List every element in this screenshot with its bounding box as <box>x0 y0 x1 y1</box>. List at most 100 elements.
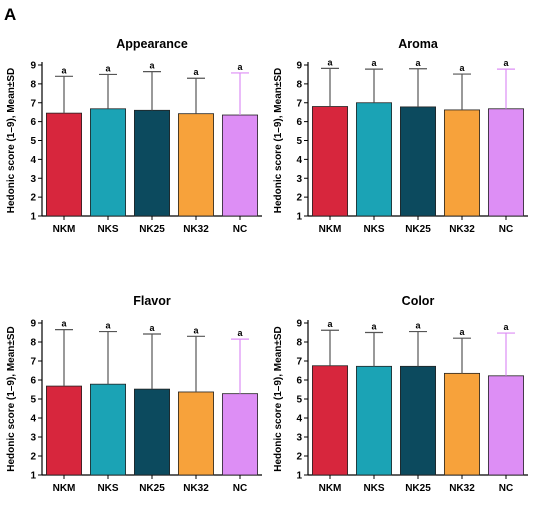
y-tick-label: 7 <box>30 98 36 109</box>
bar-nkm <box>46 385 83 476</box>
x-tick-label: NKM <box>319 224 342 235</box>
y-tick-label: 5 <box>296 395 302 406</box>
bar-nk25 <box>399 106 436 217</box>
y-tick-label: 5 <box>296 136 302 147</box>
x-tick-label: NK32 <box>449 483 475 494</box>
significance-label: a <box>327 319 333 329</box>
x-tick-label: NKS <box>363 224 384 235</box>
x-tick-label: NK25 <box>405 483 431 494</box>
x-tick-label: NK32 <box>183 224 209 235</box>
significance-label: a <box>61 65 67 75</box>
chart-title: Flavor <box>133 294 171 308</box>
x-tick-label: NK25 <box>139 224 165 235</box>
significance-label: a <box>237 328 243 338</box>
significance-label: a <box>149 61 155 71</box>
significance-label: a <box>415 321 421 331</box>
x-tick-label: NK32 <box>449 224 475 235</box>
y-tick-label: 6 <box>296 376 302 387</box>
y-tick-label: 1 <box>296 212 302 223</box>
significance-label: a <box>61 319 67 329</box>
x-tick-label: NC <box>499 224 513 235</box>
x-tick-label: NKM <box>53 483 76 494</box>
y-tick-label: 2 <box>30 452 36 463</box>
bar-nk25 <box>133 109 170 217</box>
significance-label: a <box>149 323 155 333</box>
y-tick-label: 1 <box>30 471 36 482</box>
x-tick-label: NC <box>233 224 247 235</box>
bar-nc <box>487 108 524 217</box>
bar-nks <box>355 102 392 217</box>
significance-label: a <box>327 57 333 67</box>
y-axis-label: Hedonic score (1–9), Mean±SD <box>273 68 284 214</box>
significance-label: a <box>371 58 377 68</box>
bar-nks <box>90 108 127 217</box>
y-tick-label: 3 <box>30 433 36 444</box>
y-tick-label: 5 <box>30 136 36 147</box>
significance-label: a <box>459 327 465 337</box>
y-axis-label: Hedonic score (1–9), Mean±SD <box>273 326 284 472</box>
chart-title: Color <box>402 294 435 308</box>
y-tick-label: 2 <box>30 193 36 204</box>
bar-nc <box>221 114 258 217</box>
y-tick-label: 9 <box>30 319 36 330</box>
chart-panel-flavor: Flavor Hedonic score (1–9), Mean±SD 1 2 3 4 5 6… <box>6 294 262 494</box>
y-tick-label: 9 <box>30 61 36 72</box>
x-tick-label: NK25 <box>139 483 165 494</box>
y-tick-label: 6 <box>30 376 36 387</box>
bar-nkm <box>46 112 83 217</box>
bar-nk32 <box>443 372 480 476</box>
y-axis-label: Hedonic score (1–9), Mean±SD <box>6 326 17 472</box>
significance-label: a <box>105 63 111 73</box>
y-tick-label: 1 <box>30 212 36 223</box>
chart-panel-aroma: Aroma Hedonic score (1–9), Mean±SD 1 2 3 4 5 6 7… <box>273 37 528 235</box>
bar-nkm <box>311 106 348 217</box>
y-tick-label: 6 <box>296 117 302 128</box>
y-tick-label: 2 <box>296 193 302 204</box>
chart-title: Appearance <box>116 37 188 51</box>
bar-nk25 <box>133 388 170 476</box>
y-tick-label: 4 <box>30 155 36 166</box>
significance-label: a <box>237 62 243 72</box>
y-tick-label: 8 <box>30 79 36 90</box>
y-tick-label: 7 <box>296 357 302 368</box>
chart-panel-appearance: Appearance Hedonic score (1–9), Mean±SD 1 2… <box>6 37 262 235</box>
y-tick-label: 8 <box>30 338 36 349</box>
x-tick-label: NKS <box>363 483 384 494</box>
bar-nk32 <box>177 113 214 217</box>
significance-label: a <box>503 58 509 68</box>
x-tick-label: NKM <box>319 483 342 494</box>
y-tick-label: 9 <box>296 319 302 330</box>
x-tick-label: NK25 <box>405 224 431 235</box>
y-tick-label: 8 <box>296 338 302 349</box>
bar-nk32 <box>177 391 214 476</box>
bar-nks <box>355 365 392 476</box>
y-tick-label: 8 <box>296 79 302 90</box>
significance-label: a <box>371 322 377 332</box>
x-tick-label: NKM <box>53 224 76 235</box>
y-tick-label: 3 <box>296 174 302 185</box>
y-tick-label: 4 <box>296 414 302 425</box>
y-axis-label: Hedonic score (1–9), Mean±SD <box>6 68 17 214</box>
panel-letter: A <box>4 5 16 24</box>
y-tick-label: 3 <box>30 174 36 185</box>
significance-label: a <box>193 67 199 77</box>
y-tick-label: 3 <box>296 433 302 444</box>
y-tick-label: 4 <box>30 414 36 425</box>
y-tick-label: 4 <box>296 155 302 166</box>
y-tick-label: 6 <box>30 117 36 128</box>
bar-nk32 <box>443 109 480 217</box>
chart-title: Aroma <box>398 37 439 51</box>
bar-nc <box>221 393 258 476</box>
significance-label: a <box>193 325 199 335</box>
x-tick-label: NK32 <box>183 483 209 494</box>
x-tick-label: NC <box>233 483 247 494</box>
chart-panel-color: Color Hedonic score (1–9), Mean±SD 1 2 3 4 5 6 7… <box>273 294 528 494</box>
y-tick-label: 9 <box>296 61 302 72</box>
significance-label: a <box>503 322 509 332</box>
x-tick-label: NKS <box>97 483 118 494</box>
significance-label: a <box>459 63 465 73</box>
x-tick-label: NKS <box>97 224 118 235</box>
bar-nc <box>487 375 524 476</box>
y-tick-label: 5 <box>30 395 36 406</box>
